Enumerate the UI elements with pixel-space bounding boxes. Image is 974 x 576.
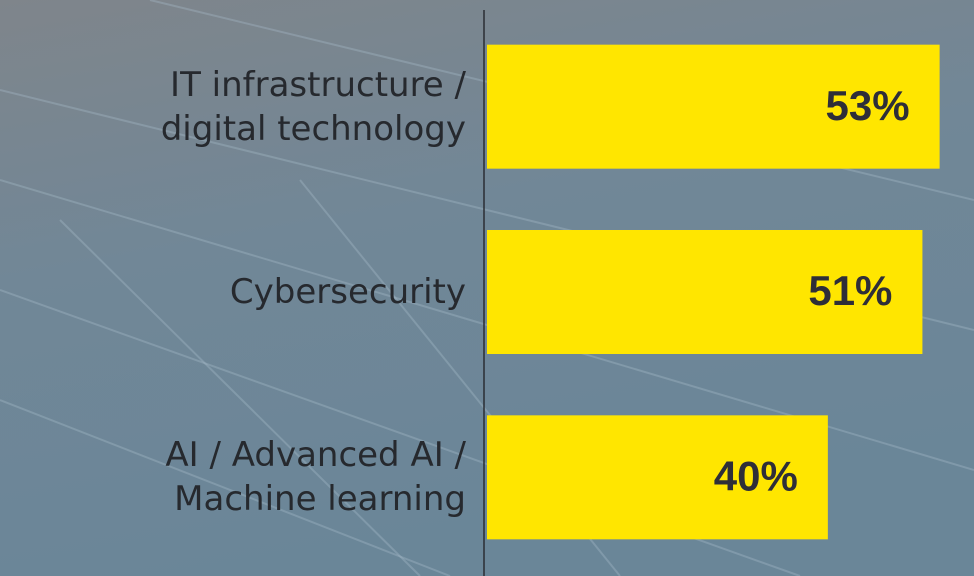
- category-label: IT infrastructure / digital technology: [160, 64, 466, 149]
- value-label: 53%: [826, 82, 910, 129]
- category-label: Cybersecurity: [229, 272, 466, 312]
- category-label: AI / Advanced AI / Machine learning: [165, 435, 466, 520]
- bar: [487, 230, 923, 354]
- value-label: 40%: [714, 452, 798, 499]
- bar: [487, 415, 828, 540]
- value-label: 51%: [808, 267, 892, 314]
- bar: [487, 44, 940, 169]
